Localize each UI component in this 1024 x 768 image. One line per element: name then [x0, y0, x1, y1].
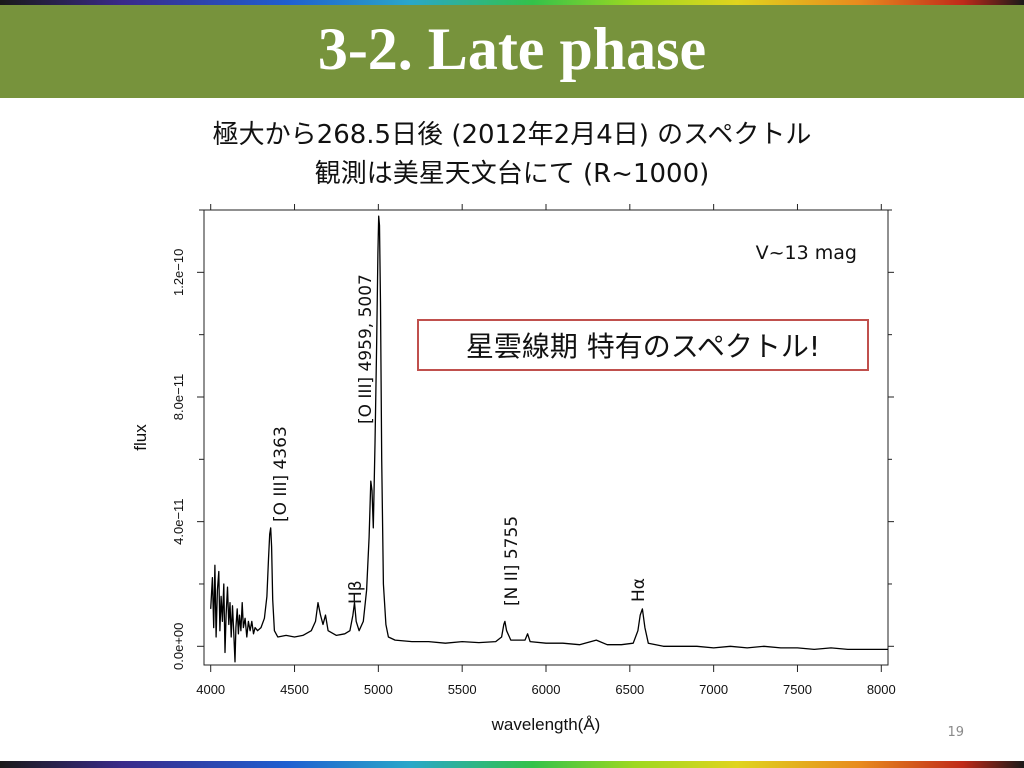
x-tick-label: 6500: [615, 682, 644, 697]
slide-title: 3-2. Late phase: [317, 16, 707, 82]
x-tick-label: 5000: [364, 682, 393, 697]
label-h-beta: Hβ: [346, 580, 366, 604]
y-tick-label: 0.0e+00: [171, 623, 186, 670]
x-axis-title: wavelength(Å): [491, 715, 601, 734]
title-bar: [0, 5, 1024, 98]
y-tick-label: 1.2e−10: [171, 249, 186, 296]
spectrum-series-line: [210, 215, 888, 663]
x-tick-label: 8000: [867, 682, 896, 697]
top-rainbow-stripe: [0, 0, 1024, 5]
magnitude-label: V~13 mag: [756, 242, 857, 264]
callout-box: [417, 319, 869, 371]
x-tick-label: 7000: [699, 682, 728, 697]
page-number: 19: [947, 725, 964, 740]
callout-text: 星雲線期 特有のスペクトル!: [466, 330, 820, 363]
plot-frame: [203, 209, 889, 666]
chart-layer: 4000 4500 5000 5500 6000 6500 7000 7500 8000 0.0e…: [131, 204, 896, 734]
x-tick-label: 7500: [783, 682, 812, 697]
y-axis-title: flux: [131, 424, 150, 451]
bottom-rainbow-stripe: [0, 761, 1024, 768]
x-tick-label: 6000: [532, 682, 561, 697]
label-h-alpha: Hα: [629, 578, 649, 602]
y-tick-label: 8.0e−11: [171, 374, 186, 420]
subtitle-line-1: 極大から268.5日後 (2012年2月4日) のスペクトル: [212, 120, 812, 150]
subtitle-line-2: 観測は美星天文台にて (R~1000): [314, 159, 710, 189]
y-tick-label: 4.0e−11: [171, 498, 186, 544]
label-oiii-4363: [O III] 4363: [271, 426, 291, 522]
label-oiii-4959-5007: [O III] 4959, 5007: [356, 274, 376, 424]
label-nii-5755: [N II] 5755: [502, 516, 522, 606]
x-tick-label: 4500: [280, 682, 309, 697]
x-tick-label: 5500: [448, 682, 477, 697]
x-tick-label: 4000: [196, 682, 225, 697]
